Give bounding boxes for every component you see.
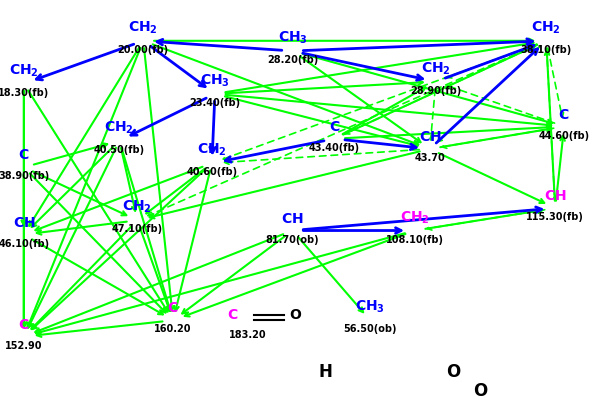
Text: $\mathbf{CH_2}$: $\mathbf{CH_2}$: [104, 120, 134, 136]
Text: $\mathbf{CH}$: $\mathbf{CH}$: [544, 189, 567, 203]
Text: 23.40(fb): 23.40(fb): [189, 98, 241, 108]
Text: 160.20: 160.20: [155, 324, 192, 335]
Text: 18.30(fb): 18.30(fb): [0, 88, 50, 98]
Text: 47.10(fb): 47.10(fb): [112, 224, 163, 235]
Text: $\mathbf{CH_2}$: $\mathbf{CH_2}$: [128, 20, 158, 36]
Text: 183.20: 183.20: [229, 330, 267, 341]
Text: O: O: [447, 363, 461, 381]
Text: 81.70(ob): 81.70(ob): [266, 235, 319, 245]
Text: $\mathbf{CH_2}$: $\mathbf{CH_2}$: [9, 62, 39, 79]
Text: $\mathbf{CH_2}$: $\mathbf{CH_2}$: [531, 20, 561, 36]
Text: $\mathbf{CH_2}$: $\mathbf{CH_2}$: [197, 142, 227, 158]
Text: $\mathbf{C}$: $\mathbf{C}$: [328, 120, 340, 134]
Text: 38.90(fb): 38.90(fb): [0, 171, 50, 182]
Text: O: O: [473, 382, 488, 400]
Text: 108.10(fb): 108.10(fb): [386, 235, 444, 245]
Text: 43.40(fb): 43.40(fb): [309, 143, 360, 153]
Text: 115.30(fb): 115.30(fb): [527, 212, 584, 222]
Text: 152.90: 152.90: [5, 341, 42, 351]
Text: $\mathbf{CH_3}$: $\mathbf{CH_3}$: [200, 73, 230, 89]
Text: $\mathbf{CH}$: $\mathbf{CH}$: [418, 130, 441, 144]
Text: $\mathbf{CH_3}$: $\mathbf{CH_3}$: [355, 299, 385, 315]
Text: 56.50(ob): 56.50(ob): [343, 324, 397, 335]
Text: 20.00(fb): 20.00(fb): [118, 45, 169, 55]
Text: 46.10(fb): 46.10(fb): [0, 239, 50, 249]
Text: 28.20(fb): 28.20(fb): [267, 55, 318, 65]
Text: 40.50(fb): 40.50(fb): [94, 145, 145, 155]
Text: H: H: [318, 363, 333, 381]
Text: O: O: [290, 308, 301, 322]
Text: 43.70: 43.70: [414, 153, 445, 163]
Text: 40.60(fb): 40.60(fb): [186, 167, 238, 177]
Text: $\mathbf{CH_2}$: $\mathbf{CH_2}$: [122, 199, 152, 215]
Text: $\mathbf{C}$: $\mathbf{C}$: [167, 302, 179, 315]
Text: 44.60(fb): 44.60(fb): [538, 131, 590, 141]
Text: $\mathbf{CH_2}$: $\mathbf{CH_2}$: [400, 209, 430, 226]
Text: $\mathbf{CH}$: $\mathbf{CH}$: [281, 212, 304, 226]
Text: 38.10(fb): 38.10(fb): [521, 45, 572, 55]
Text: $\mathbf{CH}$: $\mathbf{CH}$: [13, 216, 35, 230]
Text: $\mathbf{CH_2}$: $\mathbf{CH_2}$: [421, 60, 451, 77]
Text: 28.90(fb): 28.90(fb): [410, 86, 461, 96]
Text: $\mathbf{C}$: $\mathbf{C}$: [18, 149, 30, 162]
Text: $\mathbf{C}$: $\mathbf{C}$: [18, 318, 30, 332]
Text: $\mathbf{C}$: $\mathbf{C}$: [558, 108, 570, 122]
Text: $\mathbf{C}$: $\mathbf{C}$: [227, 308, 239, 322]
Text: $\mathbf{CH_3}$: $\mathbf{CH_3}$: [278, 30, 307, 46]
